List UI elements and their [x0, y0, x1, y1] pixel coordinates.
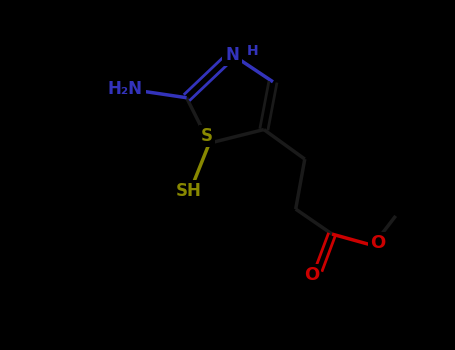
Text: S: S [201, 127, 213, 145]
Text: N: N [225, 46, 239, 64]
Text: H: H [247, 44, 258, 58]
Text: O: O [304, 266, 319, 284]
Text: O: O [370, 234, 385, 252]
Text: H₂N: H₂N [108, 80, 143, 98]
Text: SH: SH [176, 182, 202, 200]
